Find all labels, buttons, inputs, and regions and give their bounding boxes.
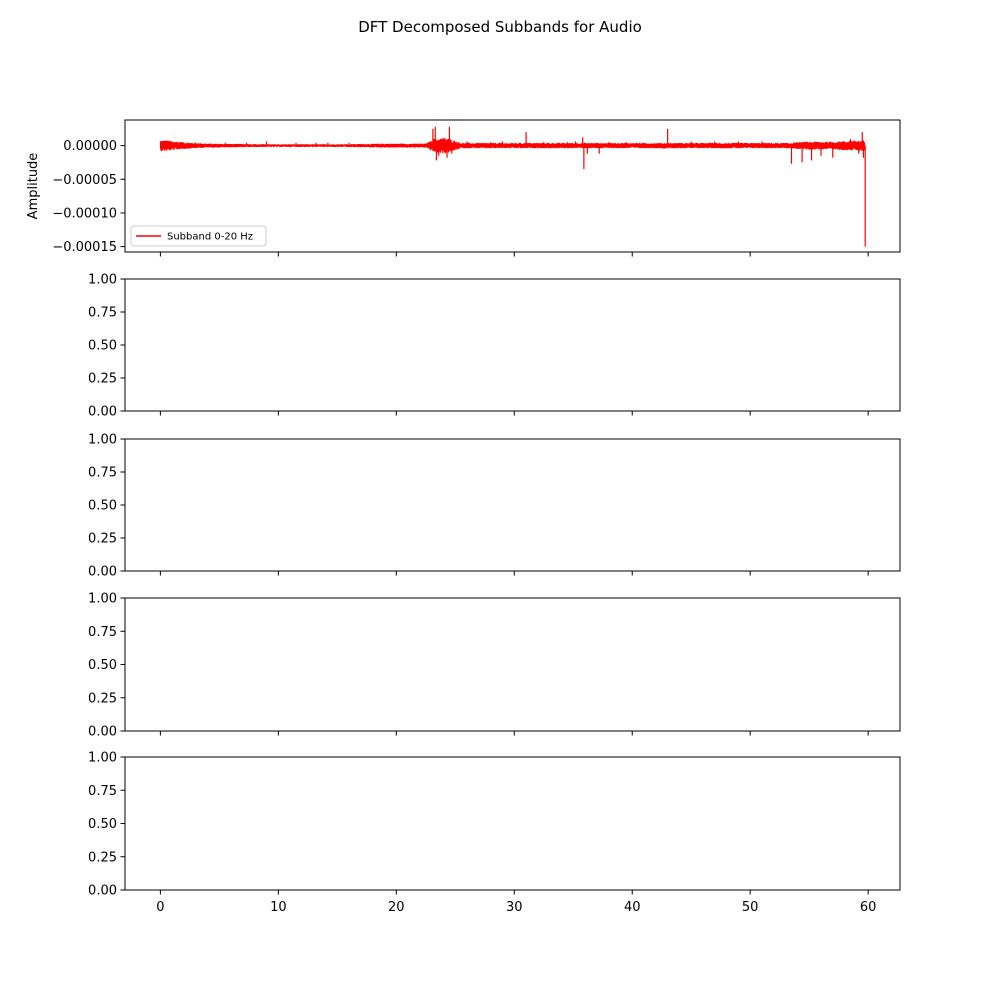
y-tick-label: 0.00 bbox=[88, 725, 117, 740]
y-tick-label: 0.00 bbox=[88, 884, 117, 899]
y-tick-label: 0.50 bbox=[88, 658, 117, 673]
y-tick-label: 0.25 bbox=[88, 372, 117, 387]
y-tick-label: −0.00010 bbox=[52, 206, 117, 221]
y-axis-label: Amplitude bbox=[26, 153, 41, 220]
axes-frame bbox=[124, 119, 901, 253]
y-tick-label: 0.25 bbox=[88, 532, 117, 547]
y-tick-label: 1.00 bbox=[88, 273, 117, 288]
x-tick-label: 30 bbox=[506, 900, 523, 915]
subplot-2: 0.00 0.25 0.50 0.75 1.00 bbox=[88, 273, 901, 420]
y-tick-label: 0.25 bbox=[88, 850, 117, 865]
legend-box bbox=[130, 225, 267, 247]
x-tick-label: 60 bbox=[860, 900, 877, 915]
y-tick-label: 0.50 bbox=[88, 499, 117, 514]
y-tick-label: 0.75 bbox=[88, 306, 117, 321]
x-tick-label: 0 bbox=[156, 900, 164, 915]
y-tick-label: 0.00 bbox=[88, 405, 117, 420]
y-tick-label: 0.50 bbox=[88, 817, 117, 832]
y-tick-label: 1.00 bbox=[88, 592, 117, 607]
y-tick-label: 0.75 bbox=[88, 784, 117, 799]
subplot-4: 0.00 0.25 0.50 0.75 1.00 bbox=[88, 592, 901, 740]
y-tick-label: −0.00005 bbox=[52, 173, 117, 188]
x-tick-label: 50 bbox=[742, 900, 759, 915]
legend: Subband 0-20 Hz bbox=[130, 225, 267, 247]
y-tick-label: 0.00 bbox=[88, 565, 117, 580]
y-tick-label: 0.25 bbox=[88, 691, 117, 706]
subplot-3: 0.00 0.25 0.50 0.75 1.00 bbox=[88, 433, 901, 580]
x-tick-label: 10 bbox=[270, 900, 287, 915]
subplot-1: 0.00000 −0.00005 −0.00010 −0.00015 Amplitude… bbox=[26, 119, 901, 257]
subplot-stack: 0.00000 −0.00005 −0.00010 −0.00015 Amplitude… bbox=[26, 119, 901, 915]
subplot-5: 0 10 20 30 40 50 60 0.00 0.25 0.50 0.75 1.00 bbox=[88, 751, 901, 915]
legend-entry-label: Subband 0-20 Hz bbox=[167, 232, 253, 243]
series-line-1 bbox=[159, 126, 866, 247]
y-tick-label: 1.00 bbox=[88, 751, 117, 766]
figure-suptitle: DFT Decomposed Subbands for Audio bbox=[358, 18, 642, 36]
y-tick-label: 0.75 bbox=[88, 625, 117, 640]
y-tick-label: 0.50 bbox=[88, 339, 117, 354]
y-tick-label: 0.75 bbox=[88, 466, 117, 481]
y-tick-label: 0.00000 bbox=[63, 139, 117, 154]
x-tick-label: 40 bbox=[624, 900, 641, 915]
y-tick-label: −0.00015 bbox=[52, 240, 117, 255]
y-tick-label: 1.00 bbox=[88, 433, 117, 448]
x-tick-label: 20 bbox=[388, 900, 405, 915]
